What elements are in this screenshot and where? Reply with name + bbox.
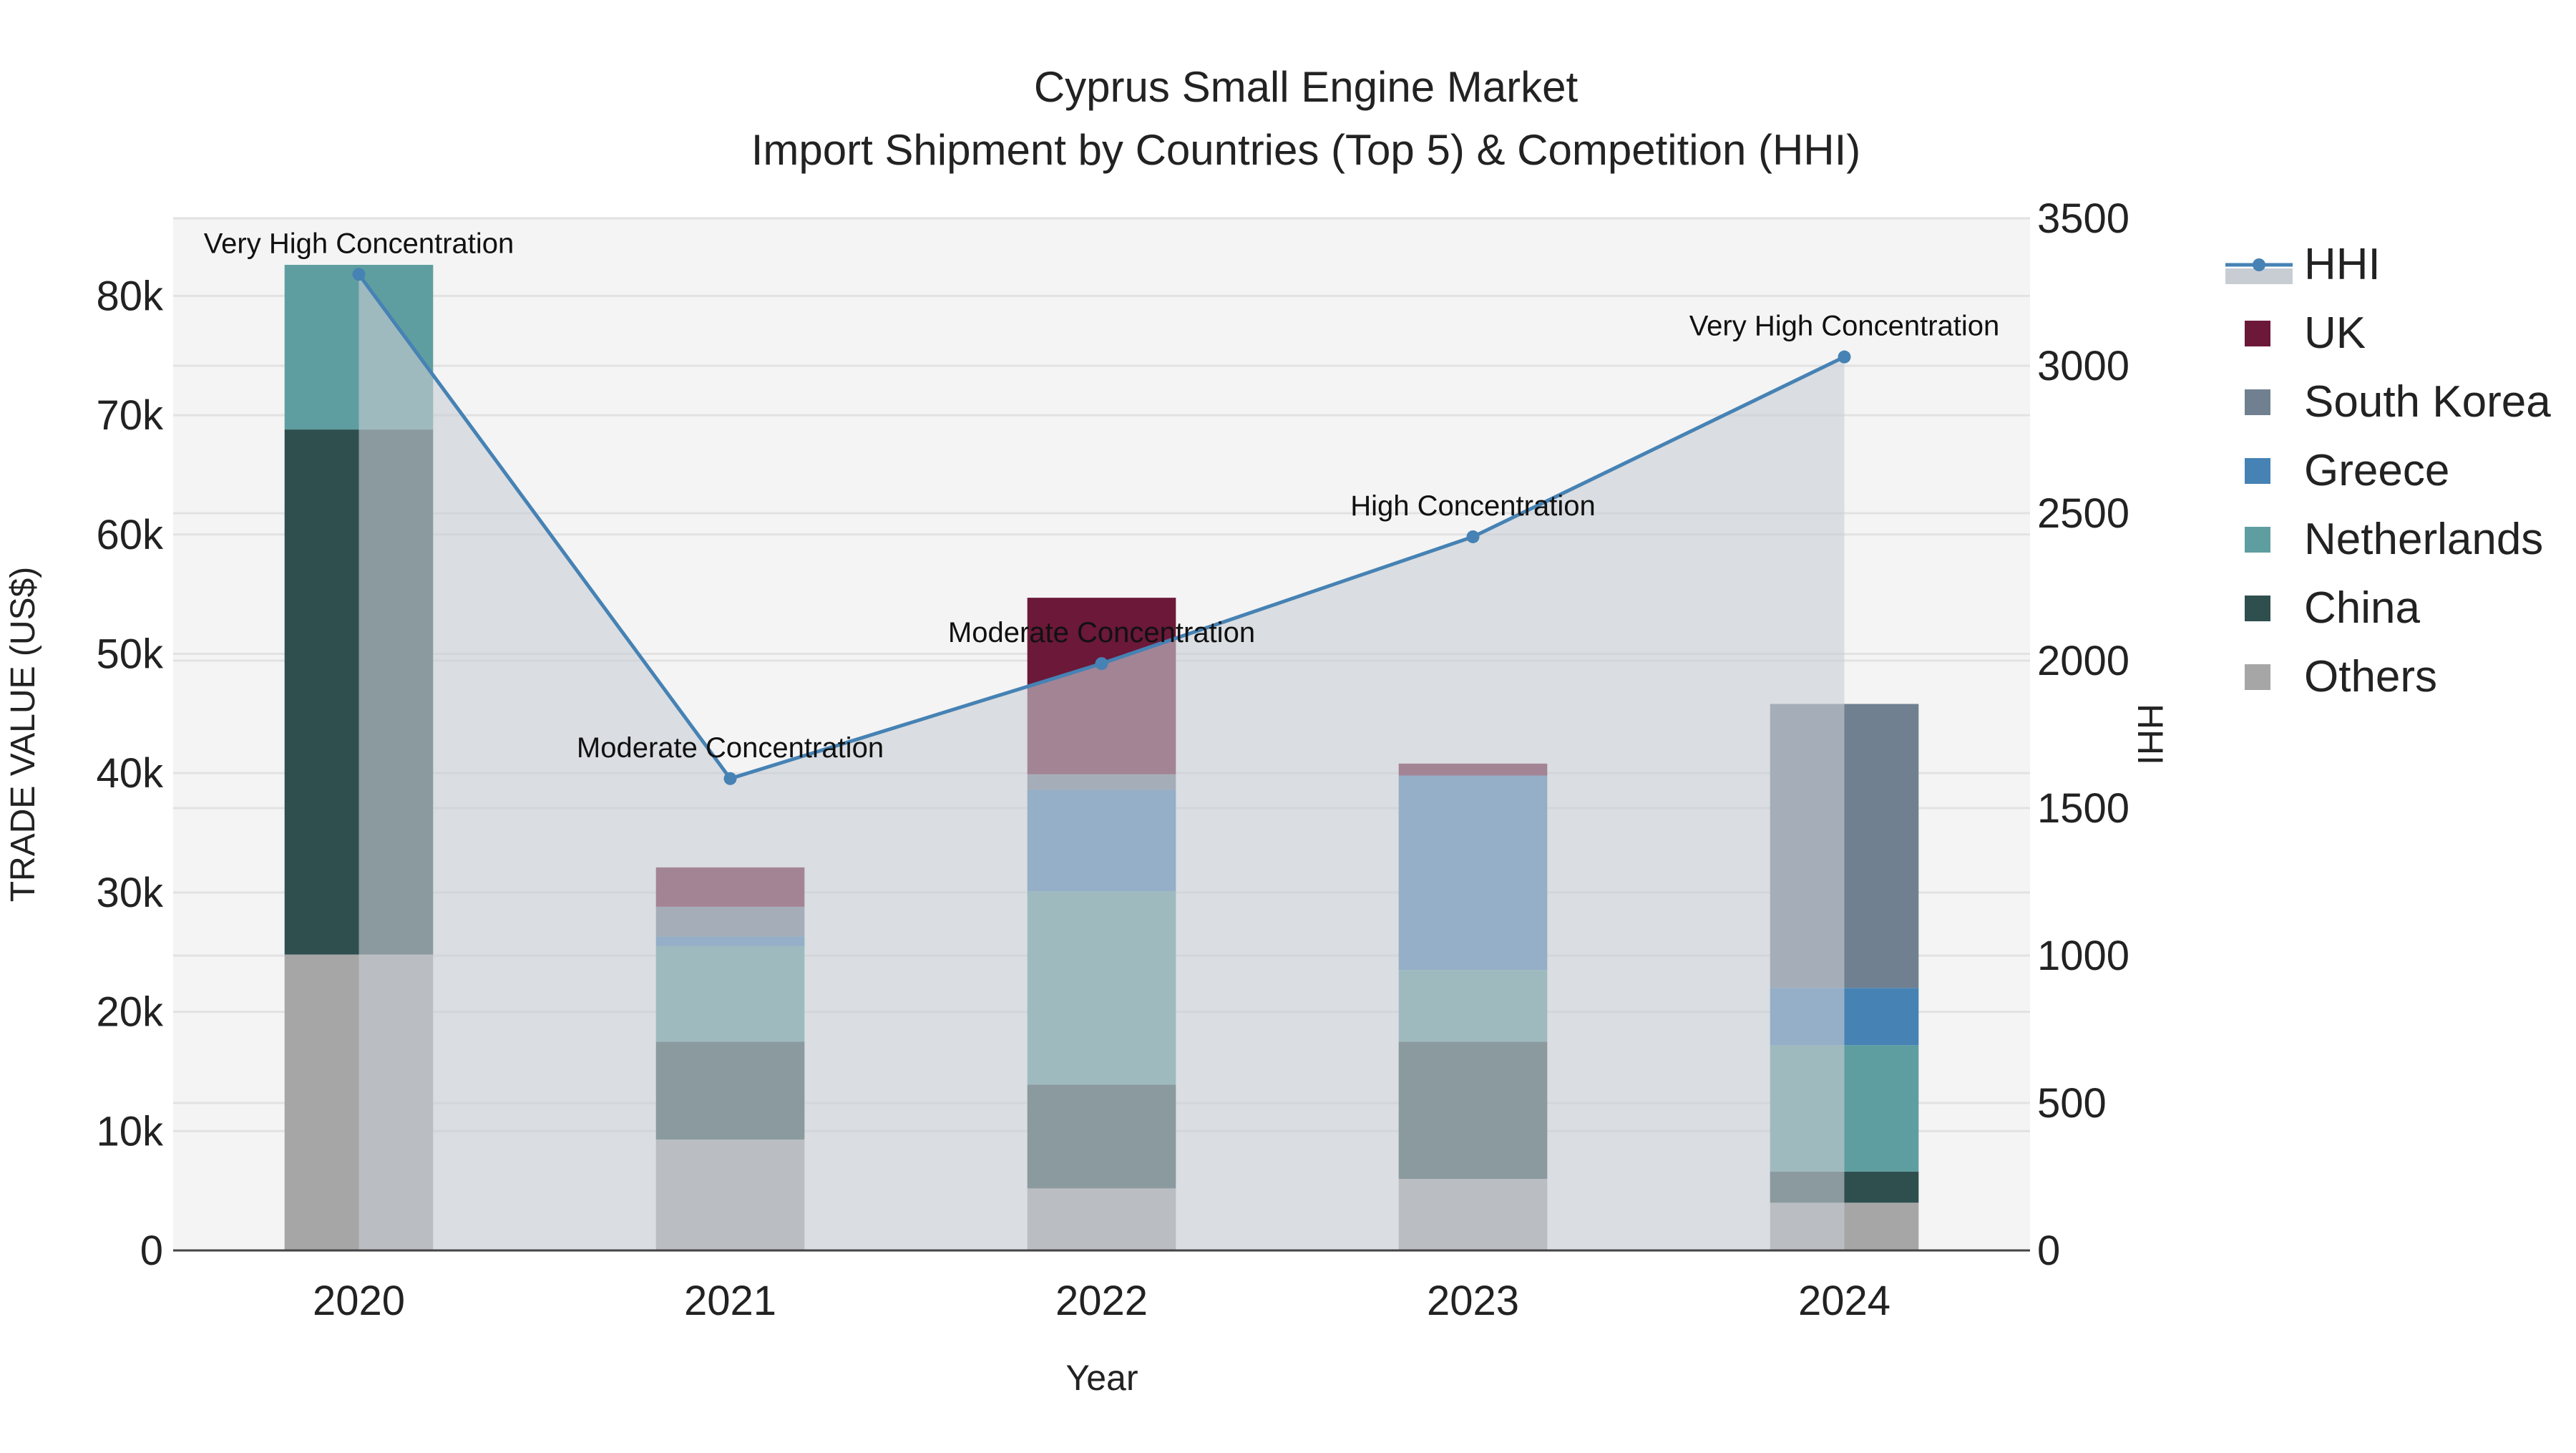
axes: 0 10k 20k 30k 40k 50k 60k 70k 80k 0 500 1000 1500 200… <box>96 195 2129 1324</box>
legend-label-hhi: HHI <box>2304 240 2381 289</box>
legend-swatch-south-korea <box>2245 389 2270 415</box>
hhi-point-2022 <box>1095 657 1108 671</box>
x-tick-label: 2022 <box>1055 1278 1148 1324</box>
legend-swatch-hhi-marker <box>2253 258 2265 271</box>
y2-tick-label: 0 <box>2037 1228 2060 1274</box>
y-tick-label: 70k <box>96 392 164 439</box>
y2-tick-label: 500 <box>2037 1080 2107 1127</box>
legend-swatch-greece <box>2245 458 2270 484</box>
legend-label-south-korea: South Korea <box>2304 377 2551 427</box>
y-tick-label: 20k <box>96 989 164 1036</box>
hhi-annotation-2024: Very High Concentration <box>1689 311 2000 342</box>
y2-tick-label: 1000 <box>2037 933 2129 979</box>
hhi-annotation-2020: Very High Concentration <box>204 228 514 259</box>
legend-swatch-uk <box>2245 321 2270 346</box>
y-tick-label: 40k <box>96 750 164 797</box>
y-tick-label: 30k <box>96 870 164 916</box>
y-tick-label: 50k <box>96 631 164 677</box>
y2-tick-label: 2500 <box>2037 490 2129 537</box>
chart-title-line2: Import Shipment by Countries (Top 5) & C… <box>751 126 1861 174</box>
annotations: Very High Concentration Moderate Concentr… <box>204 228 2000 764</box>
x-tick-label: 2023 <box>1427 1278 1519 1324</box>
hhi-annotation-2023: High Concentration <box>1350 490 1595 522</box>
y2-axis-title: HHI <box>2130 704 2170 765</box>
legend-swatch-china <box>2245 596 2270 621</box>
hhi-point-2020 <box>352 268 366 281</box>
y-tick-label: 60k <box>96 512 164 558</box>
x-tick-label: 2021 <box>684 1278 776 1324</box>
hhi-line-layer <box>352 268 1851 785</box>
y2-tick-label: 2000 <box>2037 638 2129 684</box>
y-tick-label: 10k <box>96 1108 164 1155</box>
x-tick-label: 2020 <box>313 1278 405 1324</box>
x-tick-label: 2024 <box>1798 1278 1890 1324</box>
legend-swatch-hhi-area <box>2225 268 2293 284</box>
y2-tick-label: 1500 <box>2037 785 2129 832</box>
legend: HHI UK South Korea Greece Netherlands China Ot… <box>2225 240 2551 701</box>
y-tick-label: 0 <box>140 1228 163 1274</box>
legend-swatch-netherlands <box>2245 527 2270 553</box>
hhi-area-fill <box>358 274 1845 1250</box>
y2-tick-label: 3000 <box>2037 343 2129 389</box>
hhi-point-2024 <box>1838 350 1851 364</box>
legend-label-netherlands: Netherlands <box>2304 515 2543 564</box>
y-axis-title: TRADE VALUE (US$) <box>4 567 42 903</box>
chart-title-line1: Cyprus Small Engine Market <box>1034 63 1579 111</box>
hhi-point-2023 <box>1466 530 1480 543</box>
hhi-annotation-2022: Moderate Concentration <box>948 617 1255 648</box>
y-tick-label: 80k <box>96 273 164 319</box>
hhi-area <box>358 274 1845 1250</box>
x-axis-title: Year <box>1065 1358 1138 1398</box>
legend-label-others: Others <box>2304 652 2437 701</box>
legend-label-greece: Greece <box>2304 446 2449 495</box>
hhi-point-2021 <box>723 772 737 785</box>
legend-label-uk: UK <box>2304 308 2366 358</box>
legend-label-china: China <box>2304 583 2421 633</box>
y2-tick-label: 3500 <box>2037 195 2129 242</box>
legend-swatch-others <box>2245 664 2270 690</box>
hhi-annotation-2021: Moderate Concentration <box>577 732 884 764</box>
